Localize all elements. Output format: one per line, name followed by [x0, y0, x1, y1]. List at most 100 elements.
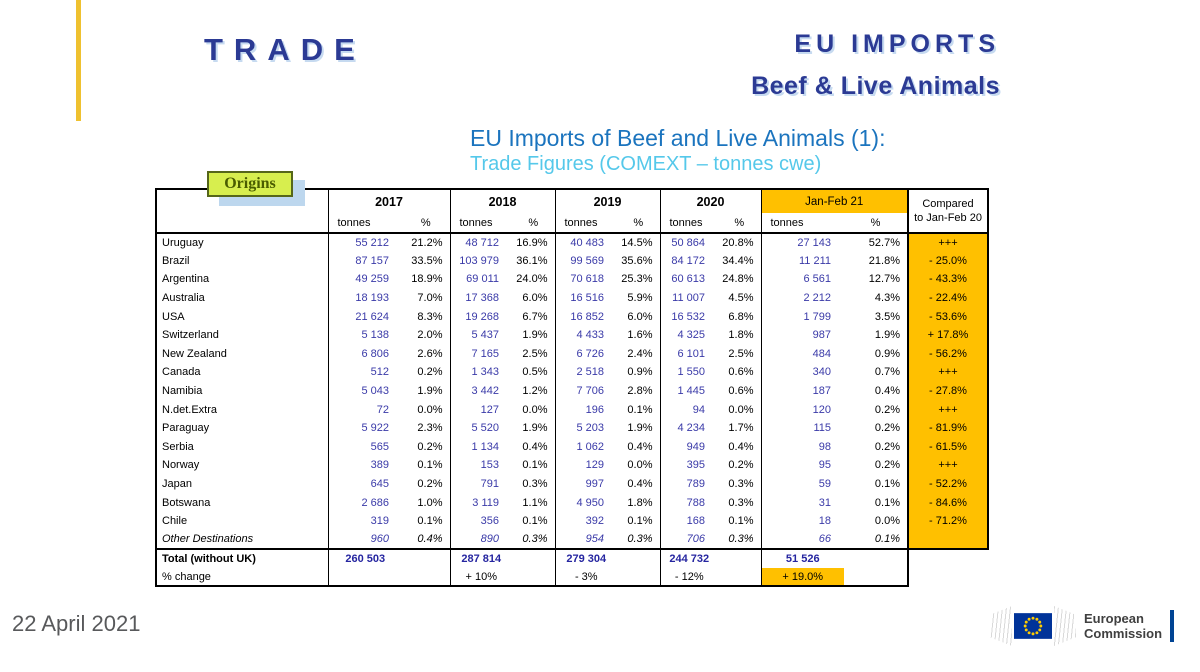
- table-row: Uruguay 55 212 21.2% 48 712 16.9% 40 483 14.5%…: [155, 233, 989, 252]
- origin-cell: Namibia: [155, 381, 328, 401]
- empty-corner-cell: [908, 549, 988, 569]
- tonnes-cell: 99 569: [554, 251, 617, 271]
- percent-cell: 0.2%: [728, 459, 754, 472]
- origin-cell: Chile: [155, 511, 328, 531]
- pct-change-empty-cell: [844, 568, 909, 588]
- percent-cell: 35.6%: [621, 254, 653, 267]
- percent-cell: 14.5%: [621, 236, 653, 249]
- masthead-right: EU IMPORTS Beef & Live Animals: [751, 30, 1000, 101]
- tonnes-cell: 6 806: [327, 344, 402, 364]
- tonnes-cell: 55 212: [327, 233, 402, 252]
- tonnes-cell: 187: [760, 381, 844, 401]
- origin-cell: Paraguay: [155, 418, 328, 438]
- table-title-line2: Trade Figures (COMEXT – tonnes cwe): [470, 153, 822, 175]
- percent-cell: 1.8%: [627, 496, 653, 509]
- tonnes-cell: 50 864: [659, 233, 718, 252]
- tonnes-cell: 2 686: [327, 493, 402, 512]
- tonnes-cell: 5 437: [449, 325, 512, 345]
- tonnes-header: tonnes: [554, 213, 617, 234]
- tonnes-cell: 98: [760, 437, 844, 457]
- tonnes-cell: 512: [327, 363, 402, 382]
- total-value-cell: 287 814: [449, 548, 512, 569]
- tonnes-cell: 395: [659, 456, 718, 475]
- percent-cell: 0.3%: [728, 533, 754, 546]
- tonnes-cell: 66: [760, 530, 844, 550]
- tonnes-cell: 1 550: [659, 363, 718, 382]
- ec-logo-text: European Commission: [1084, 611, 1162, 641]
- percent-cell: 21.2%: [411, 236, 443, 249]
- table-row: Namibia 5 043 1.9% 3 442 1.2% 7 706 2.8% 1 445 0…: [155, 381, 989, 401]
- table-row: Norway 389 0.1% 153 0.1% 129 0.0% 395 0.2% 95 0.2%…: [155, 456, 989, 475]
- origin-cell: Switzerland: [155, 325, 328, 345]
- eu-imports-heading: EU IMPORTS: [794, 30, 1000, 58]
- pct-change-empty-cell: [402, 568, 450, 588]
- tonnes-cell: 987: [760, 325, 844, 345]
- percent-cell: 52.7%: [868, 236, 900, 249]
- tonnes-cell: 31: [760, 493, 844, 512]
- percent-cell: 34.4%: [722, 254, 754, 267]
- percent-cell: 2.4%: [627, 347, 653, 360]
- percent-cell: 2.5%: [522, 347, 548, 360]
- percent-cell: 0.4%: [522, 440, 548, 453]
- origin-cell: Uruguay: [155, 233, 328, 252]
- compared-cell: - 22.4%: [907, 288, 989, 308]
- table-row: Serbia 565 0.2% 1 134 0.4% 1 062 0.4% 949 0.4% 98…: [155, 437, 989, 457]
- compared-cell: +++: [907, 363, 989, 382]
- percent-cell: 6.8%: [728, 310, 754, 323]
- pct-change-label: % change: [155, 568, 328, 588]
- percent-cell: 33.5%: [411, 254, 443, 267]
- tonnes-cell: 95: [760, 456, 844, 475]
- percent-cell: 0.1%: [874, 533, 900, 546]
- percent-cell: 0.2%: [874, 403, 900, 416]
- percent-cell: 0.6%: [728, 366, 754, 379]
- pct-change-value-cell: - 3%: [554, 568, 617, 588]
- tonnes-cell: 19 268: [449, 307, 512, 326]
- percent-cell: 0.2%: [417, 440, 443, 453]
- percent-cell: 0.9%: [627, 366, 653, 379]
- percent-cell: 2.6%: [417, 347, 443, 360]
- tonnes-cell: 356: [449, 511, 512, 531]
- table-row: N.det.Extra 72 0.0% 127 0.0% 196 0.1% 94 0.0% 120…: [155, 400, 989, 419]
- compared-cell: - 27.8%: [907, 381, 989, 401]
- pct-change-empty-cell: [718, 568, 761, 588]
- compared-cell: +++: [907, 233, 989, 252]
- slide-date: 22 April 2021: [12, 611, 141, 636]
- percent-cell: 16.9%: [516, 236, 548, 249]
- tonnes-cell: 1 343: [449, 363, 512, 382]
- tonnes-cell: 11 211: [760, 251, 844, 271]
- tonnes-cell: 389: [327, 456, 402, 475]
- percent-cell: 5.9%: [627, 292, 653, 305]
- jan-feb-21-header: Jan-Feb 21: [760, 188, 908, 213]
- tonnes-cell: 949: [659, 437, 718, 457]
- tonnes-cell: 127: [449, 400, 512, 419]
- tonnes-cell: 16 852: [554, 307, 617, 326]
- percent-cell: 0.4%: [874, 385, 900, 398]
- table-row: Other Destinations 960 0.4% 890 0.3% 954 0.3% 7…: [155, 530, 989, 551]
- tonnes-cell: 4 433: [554, 325, 617, 345]
- total-empty-cell: [512, 548, 555, 569]
- compared-cell: - 61.5%: [907, 437, 989, 457]
- tonnes-header: tonnes: [449, 213, 512, 234]
- percent-cell: 24.0%: [516, 273, 548, 286]
- tonnes-cell: 6 726: [554, 344, 617, 364]
- tonnes-cell: 2 518: [554, 363, 617, 382]
- percent-cell: 3.5%: [874, 310, 900, 323]
- tonnes-header: tonnes: [659, 213, 718, 234]
- tonnes-cell: 60 613: [659, 270, 718, 289]
- table-row: New Zealand 6 806 2.6% 7 165 2.5% 6 726 2.4% 6 …: [155, 344, 989, 364]
- compared-cell: +++: [907, 400, 989, 419]
- percent-cell: 21.8%: [868, 254, 900, 267]
- origins-label: Origins: [207, 171, 293, 197]
- percent-cell: 0.1%: [874, 496, 900, 509]
- tonnes-cell: 5 520: [449, 418, 512, 438]
- origin-cell: Norway: [155, 456, 328, 475]
- tonnes-cell: 87 157: [327, 251, 402, 271]
- table-row: Canada 512 0.2% 1 343 0.5% 2 518 0.9% 1 550 0.6%…: [155, 363, 989, 382]
- table-row: Botswana 2 686 1.0% 3 119 1.1% 4 950 1.8% 788 0.…: [155, 493, 989, 512]
- percent-cell: 2.5%: [728, 347, 754, 360]
- tonnes-cell: 59: [760, 474, 844, 494]
- percent-cell: 2.0%: [417, 329, 443, 342]
- percent-cell: 0.4%: [728, 440, 754, 453]
- tonnes-cell: 27 143: [760, 233, 844, 252]
- percent-cell: 4.5%: [728, 292, 754, 305]
